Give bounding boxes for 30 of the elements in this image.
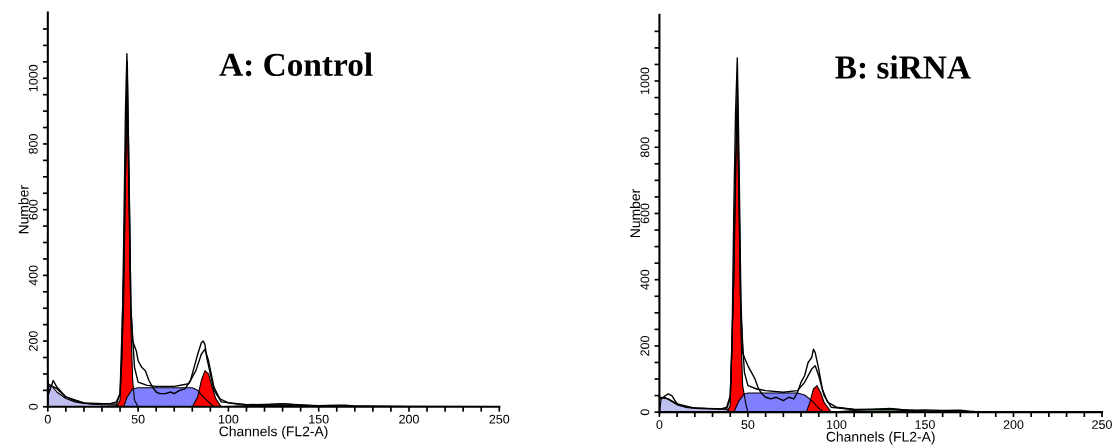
x-tick-label: 250 [489,414,510,424]
y-tick-label: 200 [640,335,650,356]
y-tick-label: 0 [640,409,650,416]
text: A: Control [219,52,373,77]
y-tick-label: 200 [28,331,38,351]
y-tick-label: 0 [28,403,38,410]
y-tick-label: 1000 [640,67,650,94]
x-axis-title: Channels (FL2-A) [826,431,935,445]
y-tick-label: 800 [640,137,650,158]
x-axis-title: Channels (FL2-A) [219,426,328,440]
y-axis-title: Number [18,185,29,234]
x-tick-label: 200 [399,414,419,424]
y-tick-label: 400 [28,265,38,286]
x-tick-label: 250 [1092,420,1112,429]
x-tick-label: 100 [218,414,239,424]
x-tick-label: 50 [131,414,145,424]
x-tick-label: 50 [741,420,755,429]
x-tick-label: 100 [826,420,847,429]
text: B: siRNA [835,55,971,79]
y-axis-title: Number [629,189,641,238]
y-tick-label: 600 [640,203,650,224]
x-tick-label: 150 [309,414,329,424]
x-tick-label: 150 [915,420,935,429]
y-tick-label: 400 [640,269,650,290]
y-tick-label: 600 [28,199,38,220]
y-tick-label: 1000 [28,64,38,92]
x-tick-label: 200 [1003,420,1024,429]
y-tick-label: 800 [28,134,38,154]
x-tick-label: 0 [44,414,51,424]
x-tick-label: 0 [656,420,663,429]
